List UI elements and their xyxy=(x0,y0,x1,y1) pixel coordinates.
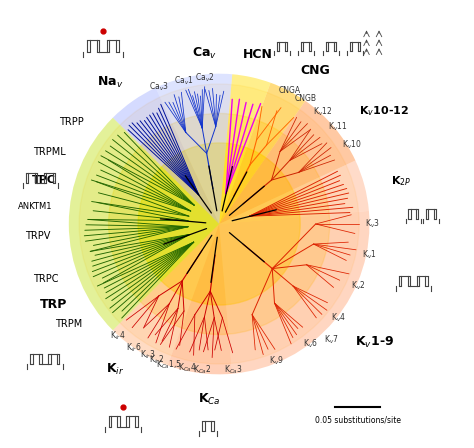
Text: K$_v$4: K$_v$4 xyxy=(331,311,346,324)
Text: CNGB: CNGB xyxy=(294,95,316,103)
Text: K$_{Ca}$2: K$_{Ca}$2 xyxy=(193,363,211,376)
Wedge shape xyxy=(219,101,356,224)
Circle shape xyxy=(79,84,359,364)
Text: Ca$_v$1: Ca$_v$1 xyxy=(174,74,194,86)
Text: K$_{Ca}$3: K$_{Ca}$3 xyxy=(224,364,243,376)
Text: K$_v$6: K$_v$6 xyxy=(303,337,318,350)
Wedge shape xyxy=(69,118,219,330)
Wedge shape xyxy=(113,224,219,365)
Wedge shape xyxy=(113,88,219,224)
Text: K$_{ir}$: K$_{ir}$ xyxy=(106,362,124,377)
Text: TRPP: TRPP xyxy=(59,117,84,127)
Text: K$_{ir}$4: K$_{ir}$4 xyxy=(110,330,125,342)
Text: Na$_v$: Na$_v$ xyxy=(97,75,124,90)
Wedge shape xyxy=(219,74,271,224)
Text: K$_v$3: K$_v$3 xyxy=(365,218,380,230)
Text: CNGA: CNGA xyxy=(279,86,301,95)
Text: K$_v$7: K$_v$7 xyxy=(324,334,338,346)
Text: TPC: TPC xyxy=(31,175,55,185)
Text: CNG: CNG xyxy=(301,64,330,77)
Wedge shape xyxy=(155,73,232,224)
Text: ANKTM1: ANKTM1 xyxy=(18,202,52,211)
Text: 0.05 substitutions/site: 0.05 substitutions/site xyxy=(315,415,401,424)
Text: Ca$_v$: Ca$_v$ xyxy=(191,46,217,61)
Text: K$_{Ca}$1,5: K$_{Ca}$1,5 xyxy=(155,359,182,371)
Text: K$_v$1: K$_v$1 xyxy=(362,248,376,261)
Text: K$_v$1-9: K$_v$1-9 xyxy=(355,334,394,349)
Text: Ca$_v$3: Ca$_v$3 xyxy=(149,81,169,93)
Text: TRPC: TRPC xyxy=(33,274,59,284)
Wedge shape xyxy=(219,160,369,224)
Text: K$_{ir}$3: K$_{ir}$3 xyxy=(140,349,155,362)
Text: K$_{Ca}$: K$_{Ca}$ xyxy=(198,392,220,407)
Text: K$_v$11: K$_v$11 xyxy=(328,120,347,133)
Circle shape xyxy=(138,143,300,305)
Text: Ca$_v$2: Ca$_v$2 xyxy=(194,72,214,84)
Wedge shape xyxy=(219,83,305,224)
Text: TRP: TRP xyxy=(39,298,67,311)
Text: K$_{Ca}$4: K$_{Ca}$4 xyxy=(178,362,196,375)
Text: K$_{ir}$2: K$_{ir}$2 xyxy=(149,353,164,366)
Wedge shape xyxy=(219,211,369,374)
Text: K$_v$10-12: K$_v$10-12 xyxy=(359,104,409,118)
Text: K$_v$12: K$_v$12 xyxy=(313,106,332,118)
Text: TRPV: TRPV xyxy=(25,231,50,241)
Text: K$_{ir}$6: K$_{ir}$6 xyxy=(127,341,142,354)
Text: HCN: HCN xyxy=(243,48,273,61)
Text: TRPML: TRPML xyxy=(33,147,65,157)
Text: K$_{2P}$: K$_{2P}$ xyxy=(391,174,411,188)
Circle shape xyxy=(109,113,330,335)
Text: K$_v$10: K$_v$10 xyxy=(341,138,361,151)
Wedge shape xyxy=(168,224,232,375)
Text: K$_v$9: K$_v$9 xyxy=(269,355,284,367)
Text: K$_v$2: K$_v$2 xyxy=(351,280,366,292)
Text: TRPM: TRPM xyxy=(55,319,82,329)
